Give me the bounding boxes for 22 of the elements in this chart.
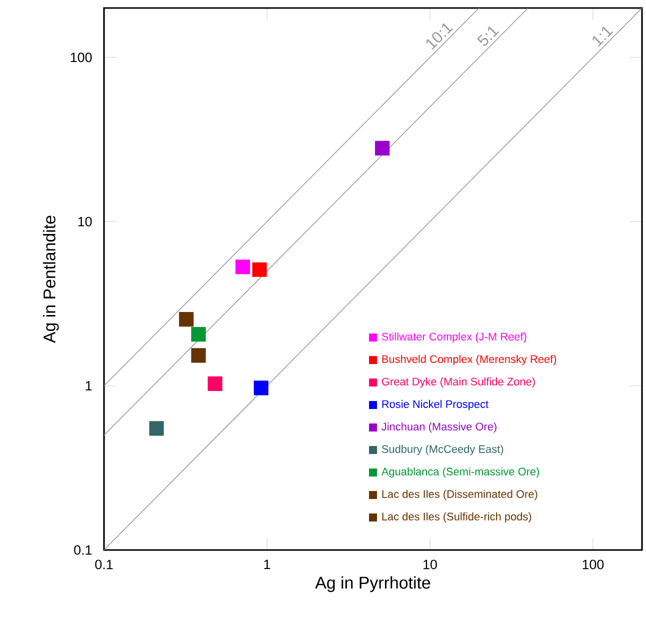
x-tick-label: 0.1: [95, 560, 113, 570]
x-tick-label: 1: [264, 560, 270, 569]
text: 5:1: [477, 26, 500, 46]
legend-label: Lac des Iles (Sulfide-rich pods): [382, 512, 532, 523]
y-axis-title: Ag in Pentlandite: [43, 216, 59, 343]
x-tick-label: 10: [424, 560, 437, 570]
legend-label: Sudbury (McCeedy East): [382, 444, 504, 456]
x-axis-title: Ag in Pyrrhotite: [315, 576, 430, 592]
legend-label: Stillwater Complex (J-M Reef): [382, 332, 526, 343]
text: 1:1: [592, 26, 614, 47]
x-tick-label: 100: [582, 560, 604, 570]
y-tick-label: 10: [78, 216, 92, 226]
legend-label: Rosie Nickel Prospect: [382, 400, 488, 410]
text: 10:1: [426, 23, 454, 50]
legend-label: Great Dyke (Main Sulfide Zone): [382, 377, 535, 388]
legend-label: Bushveld Complex (Merensky Reef): [382, 354, 556, 366]
legend-label: Aguablanca (Semi-massive Ore): [381, 467, 540, 478]
y-tick-label: 100: [70, 52, 92, 62]
y-tick-label: 0.1: [74, 545, 92, 555]
y-tick-label: 1: [86, 381, 92, 390]
legend-label: Jinchuan (Massive Ore): [382, 422, 496, 433]
legend-label: Lac des Iles (Disseminated Ore): [382, 490, 538, 500]
